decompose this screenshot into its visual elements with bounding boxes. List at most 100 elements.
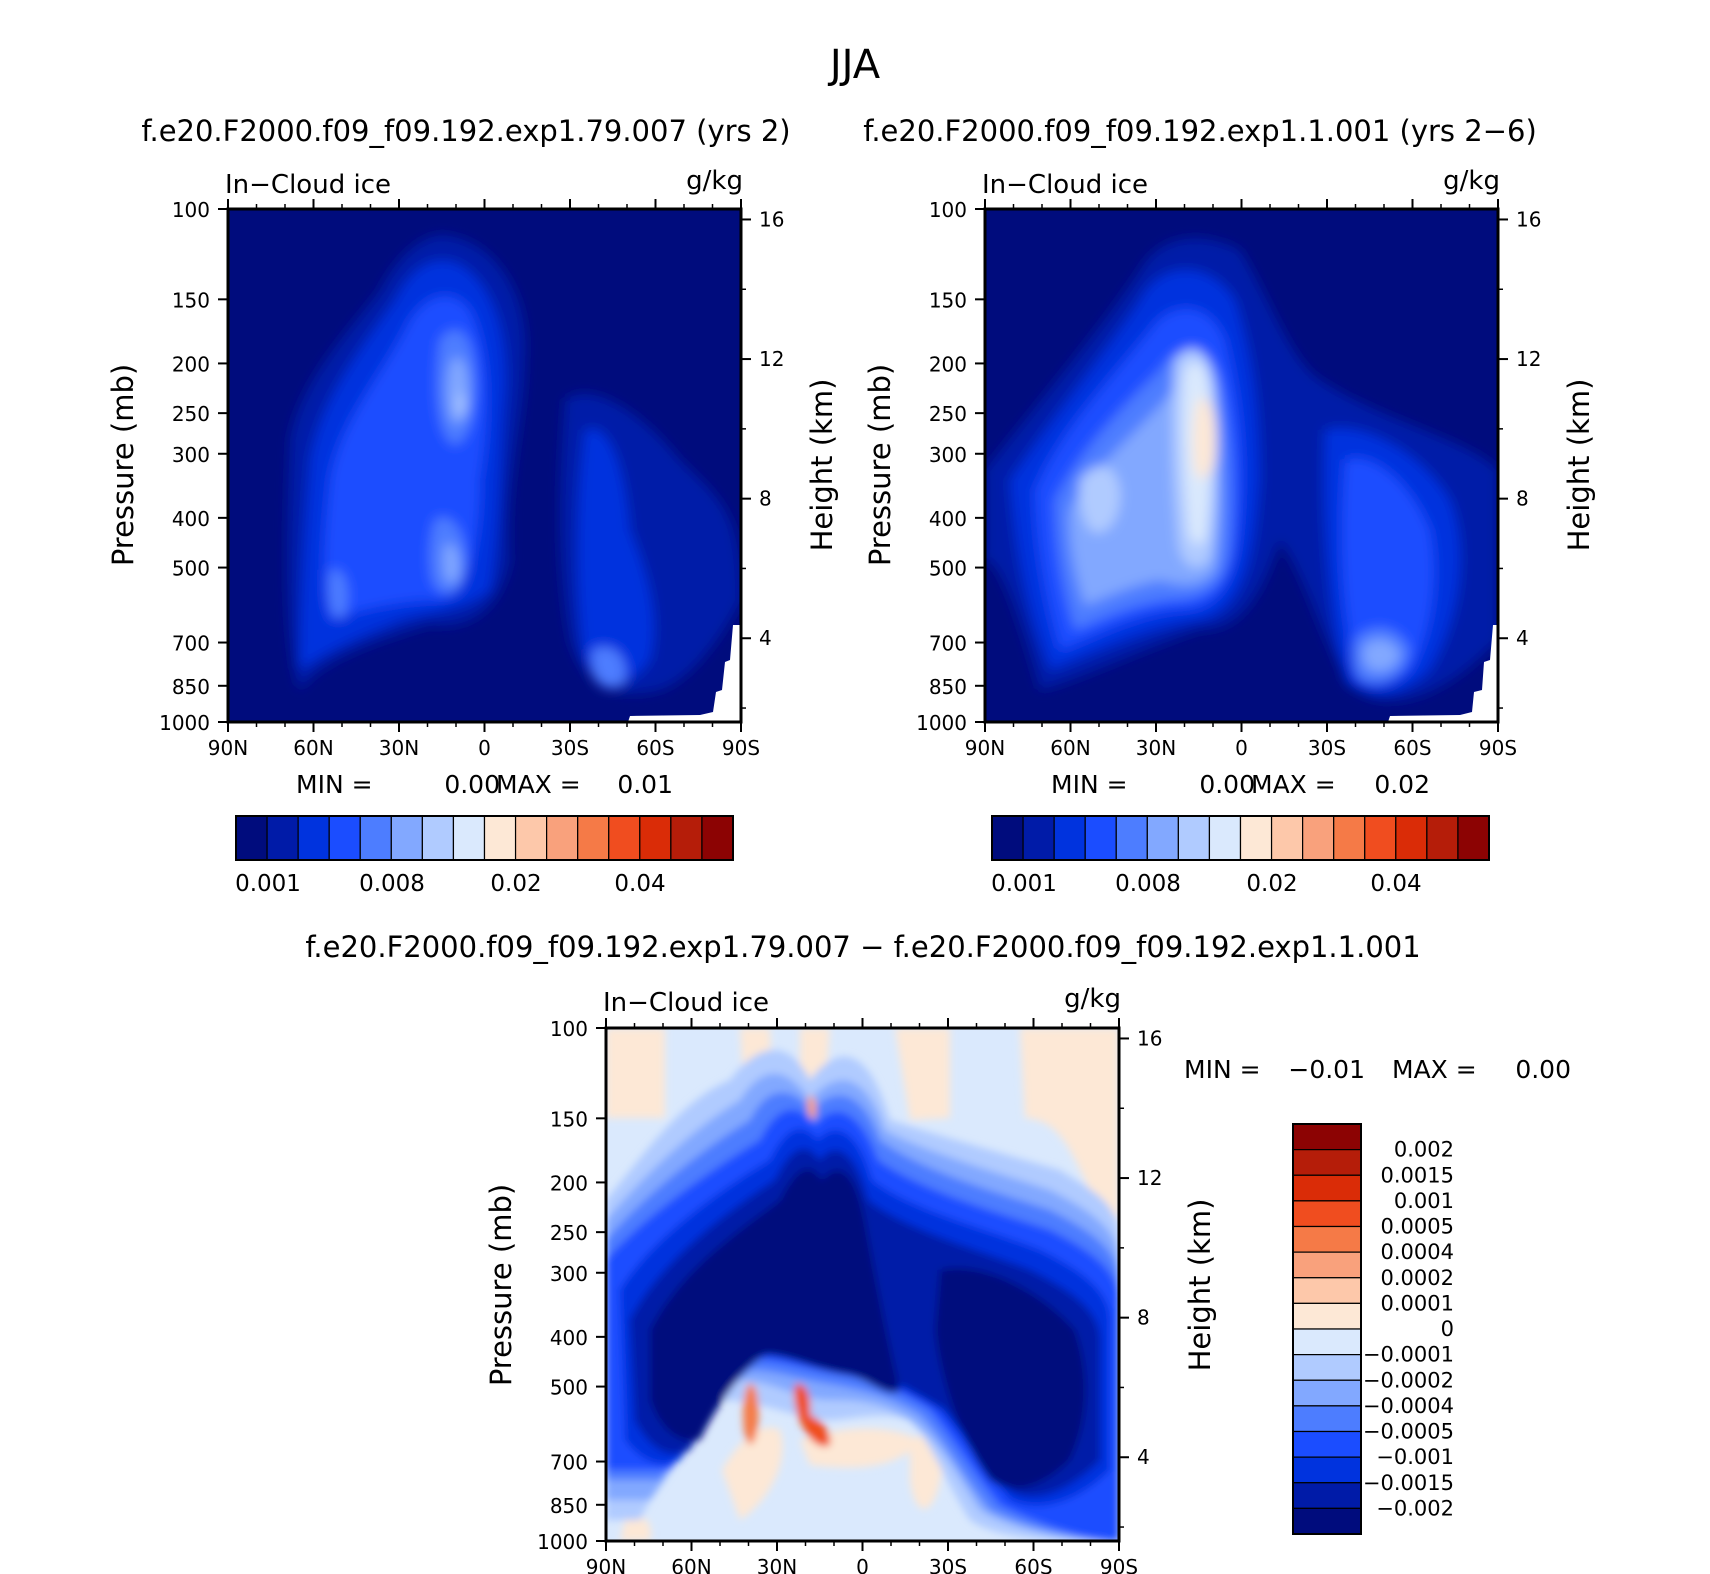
y-tick-label: 100 bbox=[550, 1017, 588, 1041]
panel-3-colorbar-label: 0.0001 bbox=[1381, 1291, 1454, 1315]
panel-2-units: g/kg bbox=[1443, 166, 1500, 196]
colorbar-swatch bbox=[1302, 815, 1335, 861]
panel-1-contour-level-6 bbox=[457, 393, 465, 416]
y-tick-label: 700 bbox=[172, 632, 210, 656]
colorbar-swatch bbox=[483, 815, 517, 861]
y-tick-label: 1000 bbox=[159, 711, 210, 735]
x-tick-label: 60S bbox=[636, 736, 674, 760]
colorbar-swatch bbox=[266, 815, 299, 861]
colorbar-swatch bbox=[546, 815, 579, 861]
colorbar-swatch bbox=[452, 815, 486, 861]
panel-3-colorbar: 0.0020.00150.0010.00050.00040.00020.0001… bbox=[1292, 1123, 1454, 1535]
y-tick-label: 850 bbox=[929, 675, 967, 699]
y-tick-label: 200 bbox=[929, 352, 967, 376]
panel-1-y2label: Height (km) bbox=[805, 379, 839, 552]
colorbar-swatch bbox=[1292, 1507, 1362, 1535]
y-tick-label: 300 bbox=[172, 443, 210, 467]
y-tick-label: 150 bbox=[550, 1107, 588, 1131]
panel-2-colorbar-label: 0.008 bbox=[1115, 871, 1181, 897]
y-tick-label: 500 bbox=[929, 557, 967, 581]
x-tick-label: 90S bbox=[1100, 1555, 1138, 1574]
panel-1-min-label: MIN = bbox=[296, 770, 373, 799]
colorbar-swatch bbox=[328, 815, 361, 861]
colorbar-swatch bbox=[1457, 815, 1490, 861]
y-tick-label: 850 bbox=[550, 1494, 588, 1518]
x-tick-label: 30S bbox=[1308, 736, 1346, 760]
colorbar-swatch bbox=[1292, 1430, 1362, 1458]
panel-3-colorbar-label: −0.0004 bbox=[1363, 1394, 1454, 1418]
y-tick-label: 250 bbox=[929, 402, 967, 426]
x-tick-label: 30N bbox=[379, 736, 419, 760]
panel-3-title: f.e20.F2000.f09_f09.192.exp1.79.007 − f.… bbox=[305, 930, 1420, 964]
colorbar-swatch bbox=[421, 815, 455, 861]
panel-1-missing-data bbox=[628, 625, 741, 722]
colorbar-swatch bbox=[359, 815, 392, 861]
panel-2-colorbar bbox=[991, 815, 1490, 861]
panel-3-field bbox=[606, 1028, 1119, 1541]
panel-3-min-label: MIN = bbox=[1184, 1055, 1261, 1084]
x-tick-label: 90N bbox=[586, 1555, 626, 1574]
colorbar-swatch bbox=[1292, 1405, 1362, 1433]
y-tick-label: 250 bbox=[172, 402, 210, 426]
y2-tick-label: 12 bbox=[1137, 1166, 1162, 1190]
y-tick-label: 300 bbox=[550, 1262, 588, 1286]
y-tick-label: 1000 bbox=[537, 1530, 588, 1554]
panel-2-title: f.e20.F2000.f09_f09.192.exp1.1.001 (yrs … bbox=[863, 114, 1537, 148]
y-tick-label: 150 bbox=[929, 288, 967, 312]
y2-tick-label: 16 bbox=[1516, 207, 1541, 231]
colorbar-swatch bbox=[1292, 1225, 1362, 1253]
y2-tick-label: 4 bbox=[1516, 626, 1529, 650]
panel-3-ylabel: Pressure (mb) bbox=[484, 1184, 518, 1386]
y-tick-label: 300 bbox=[929, 443, 967, 467]
panel-2-min-label: MIN = bbox=[1051, 770, 1128, 799]
y-tick-label: 500 bbox=[172, 557, 210, 581]
panel-3-colorbar-label: 0.0004 bbox=[1381, 1240, 1454, 1264]
panel-2-missing-data bbox=[1388, 625, 1498, 722]
panel-3-colorbar-label: 0 bbox=[1441, 1317, 1454, 1341]
panel-1-contour-level-2-south bbox=[577, 428, 654, 683]
panel-2-colorbar-label: 0.001 bbox=[991, 871, 1057, 897]
colorbar-swatch bbox=[1292, 1251, 1362, 1279]
panel-3-positive-core-3 bbox=[807, 1095, 817, 1119]
colorbar-swatch bbox=[1177, 815, 1211, 861]
colorbar-swatch bbox=[670, 815, 703, 861]
x-tick-label: 60N bbox=[1050, 736, 1090, 760]
panel-3-colorbar-label: −0.002 bbox=[1376, 1496, 1454, 1520]
panel-1-max-value: 0.01 bbox=[617, 770, 673, 799]
colorbar-swatch bbox=[1292, 1482, 1362, 1509]
colorbar-swatch bbox=[1292, 1174, 1362, 1202]
x-tick-label: 60N bbox=[671, 1555, 711, 1574]
colorbar-outline bbox=[235, 815, 734, 861]
panel-3-colorbar-label: 0.0015 bbox=[1381, 1163, 1454, 1187]
x-tick-label: 90N bbox=[208, 736, 248, 760]
colorbar-swatch bbox=[1115, 815, 1148, 861]
colorbar-swatch bbox=[297, 815, 330, 861]
panel-2-contour-level-3-south bbox=[1341, 458, 1434, 681]
colorbar-swatch bbox=[1426, 815, 1459, 861]
panel-3-colorbar-label: 0.0005 bbox=[1381, 1215, 1454, 1239]
panel-2-max-value: 0.02 bbox=[1374, 770, 1430, 799]
colorbar-swatch bbox=[1292, 1149, 1362, 1176]
panel-3-colorbar-label: −0.0015 bbox=[1363, 1471, 1454, 1495]
colorbar-swatch bbox=[1292, 1354, 1362, 1381]
y2-tick-label: 8 bbox=[1516, 487, 1529, 511]
y2-tick-label: 16 bbox=[1137, 1026, 1162, 1050]
colorbar-swatch bbox=[1395, 815, 1428, 861]
panel-2: f.e20.F2000.f09_f09.192.exp1.1.001 (yrs … bbox=[863, 114, 1596, 897]
x-tick-label: 0 bbox=[856, 1555, 869, 1574]
panel-1-max-label: MAX = bbox=[496, 770, 581, 799]
panel-3-units: g/kg bbox=[1064, 984, 1121, 1014]
colorbar-swatch bbox=[1084, 815, 1117, 861]
panel-2-contour-level-5 bbox=[1069, 386, 1400, 672]
panel-1-colorbar-label: 0.04 bbox=[614, 871, 665, 897]
y-tick-label: 200 bbox=[172, 352, 210, 376]
panel-3-colorbar-label: 0.002 bbox=[1394, 1138, 1454, 1162]
y-tick-label: 400 bbox=[550, 1326, 588, 1350]
colorbar-swatch bbox=[1292, 1379, 1362, 1407]
x-tick-label: 90N bbox=[965, 736, 1005, 760]
y-tick-label: 700 bbox=[550, 1451, 588, 1475]
panel-3-y2label: Height (km) bbox=[1183, 1199, 1217, 1372]
panel-1-colorbar-label: 0.02 bbox=[490, 871, 541, 897]
x-tick-label: 30S bbox=[929, 1555, 967, 1574]
panel-2-ylabel: Pressure (mb) bbox=[863, 364, 897, 566]
